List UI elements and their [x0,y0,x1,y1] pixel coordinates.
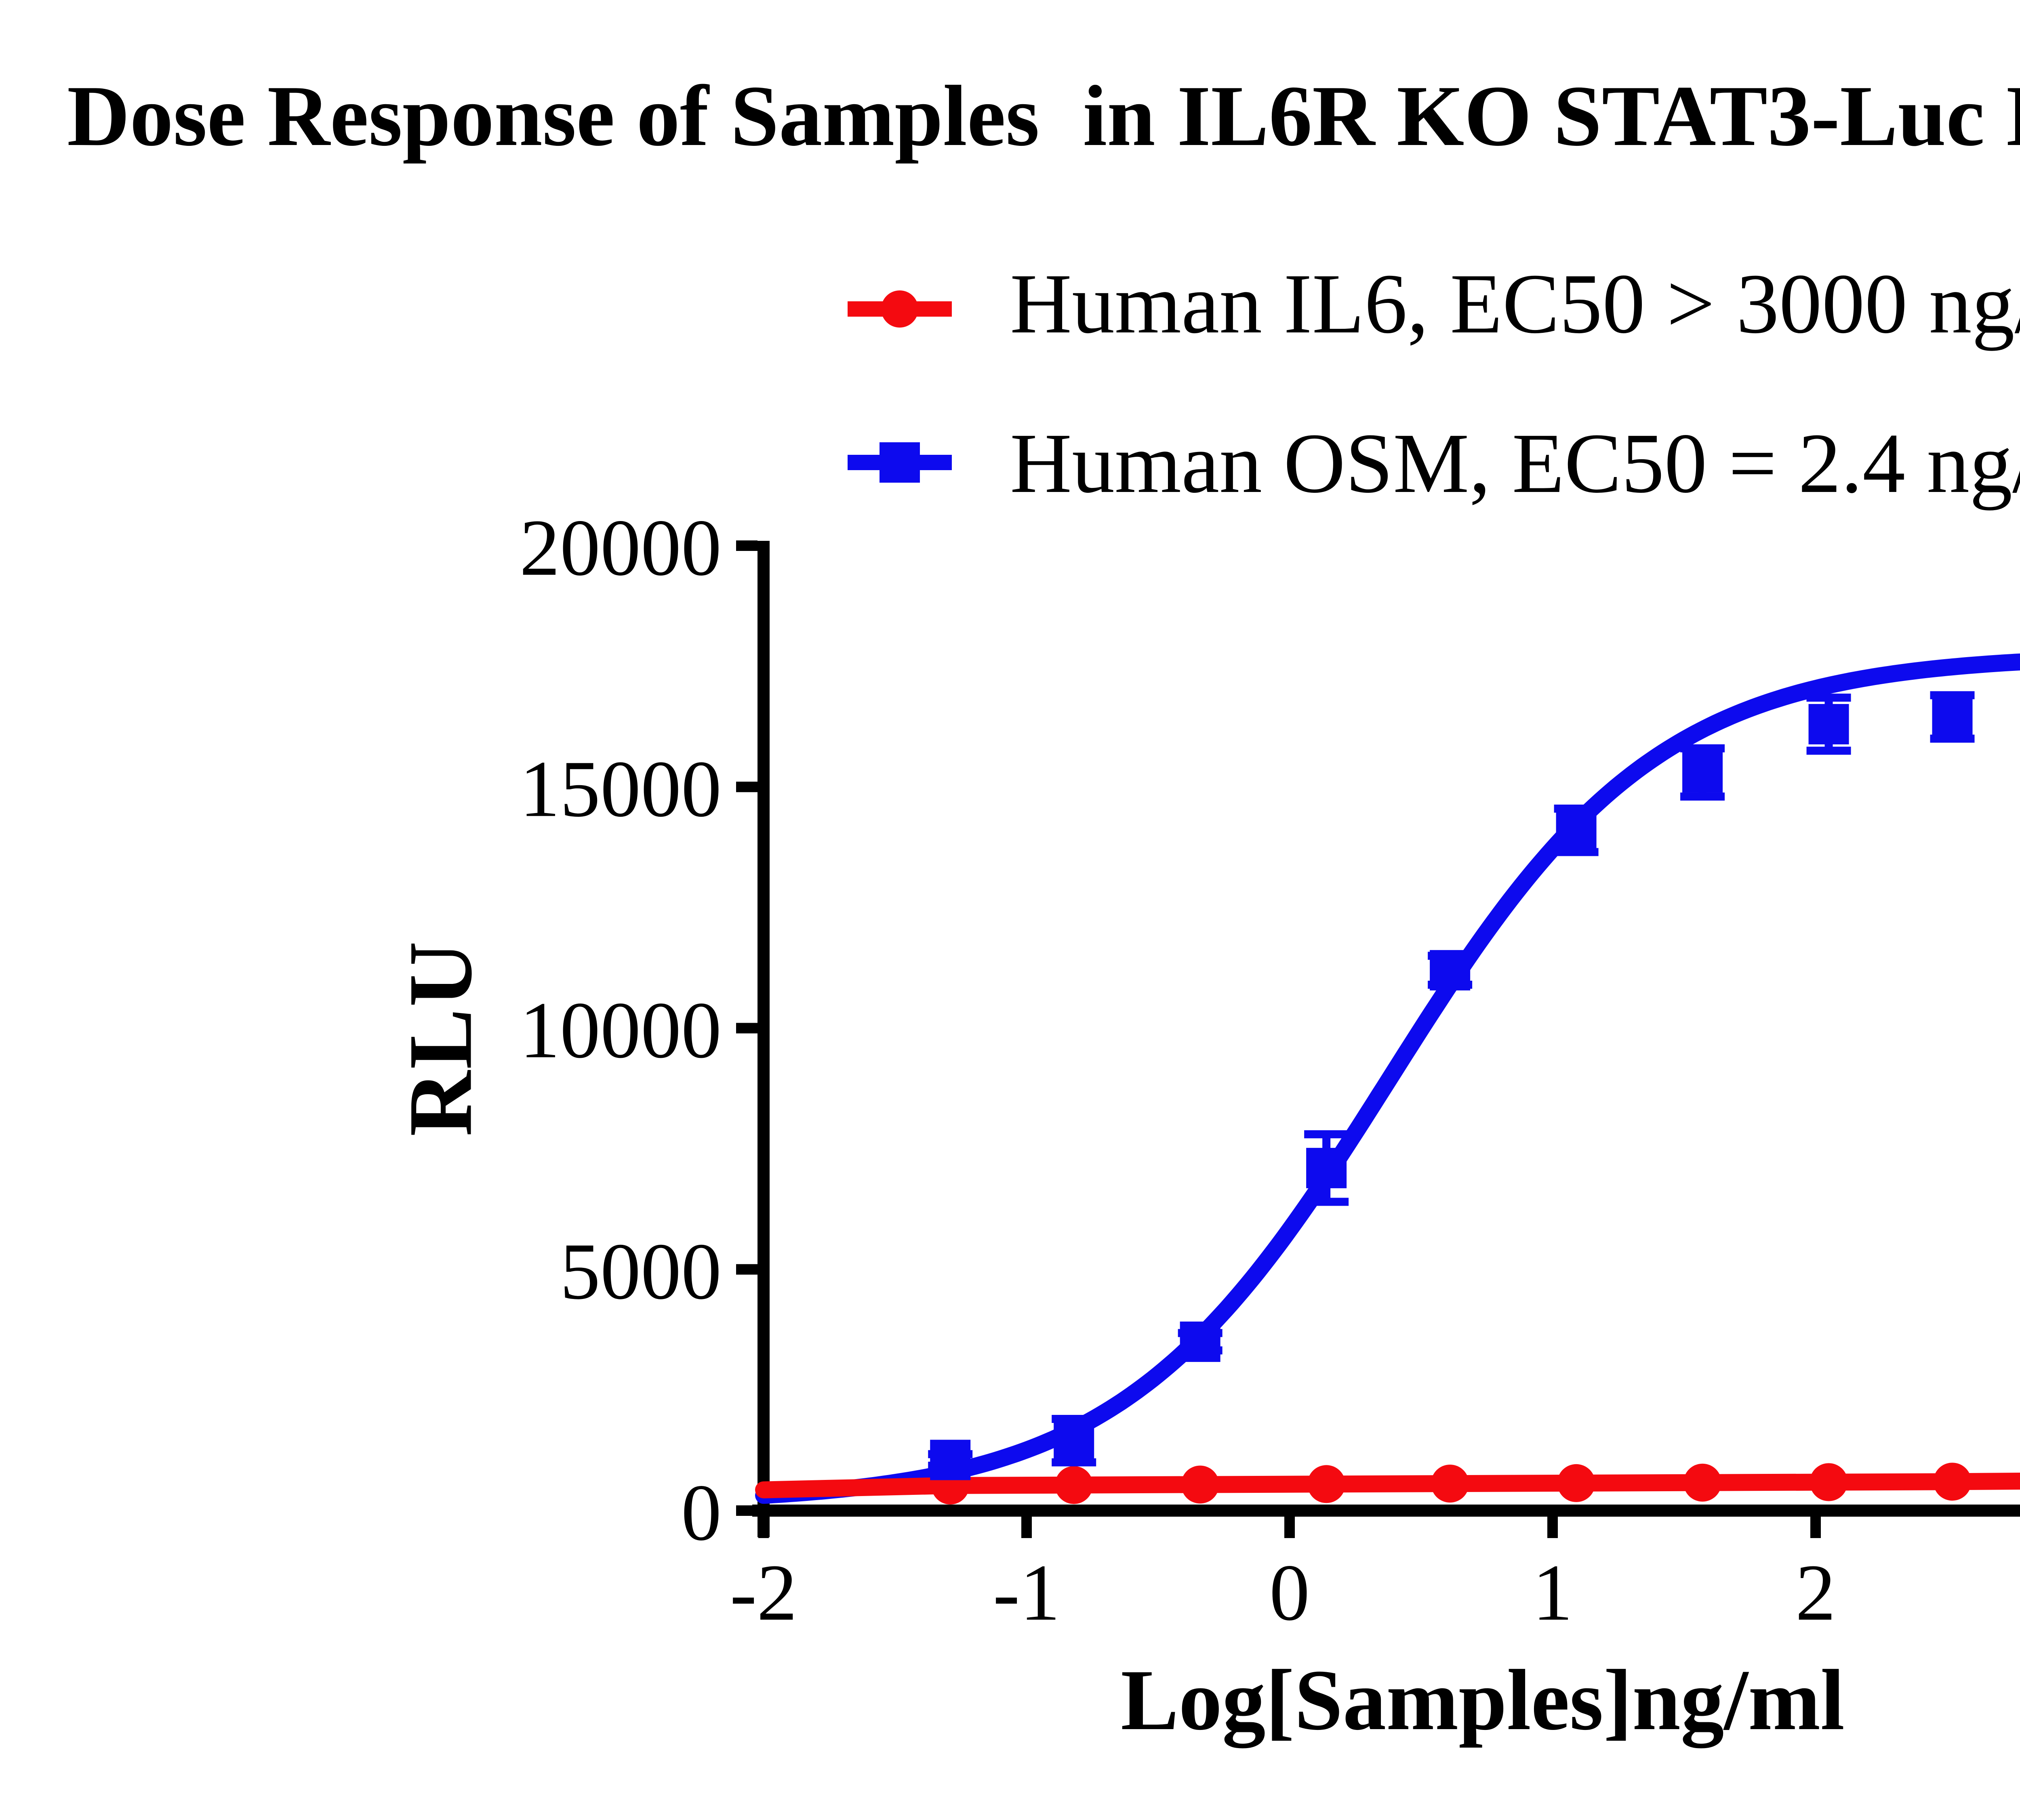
y-tick-label: 20000 [520,503,722,593]
chart-title: Dose Response of Samples in IL6R KO STAT… [67,67,2020,164]
osm-data-point [1180,1321,1220,1362]
osm-legend-square-icon [880,442,920,483]
x-tick-label: -1 [993,1548,1060,1637]
legend-marker-il6 [848,290,952,328]
x-tick-label: 1 [1532,1548,1573,1637]
osm-data-point [930,1440,971,1480]
legend-label-il6: Human IL6, EC50 > 3000 ng/ml [1010,256,2020,351]
il6-data-point [1557,1464,1595,1502]
osm-data-point [1932,697,1973,738]
il6-data-point [1933,1463,1972,1501]
legend-label-osm: Human OSM, EC50 = 2.4 ng/ml [1010,416,2020,511]
x-tick-label: -2 [730,1548,797,1637]
x-tick-label: 0 [1269,1548,1310,1637]
il6-data-point [1181,1465,1219,1504]
osm-series [928,691,1975,1480]
y-tick-label: 5000 [560,1227,722,1316]
x-axis-title: Log[Samples]ng/ml [1121,1652,1845,1748]
y-axis-title: RLU [389,939,491,1137]
osm-data-point [1054,1420,1094,1461]
y-tick-label: 10000 [520,986,722,1075]
osm-data-point [1556,810,1597,851]
il6-data-point [1307,1465,1346,1503]
osm-data-point [1808,704,1849,744]
legend-marker-osm [848,442,952,483]
x-tick-label: 2 [1795,1548,1836,1637]
il6-data-point [1683,1463,1722,1502]
y-tick-label: 0 [681,1468,722,1557]
osm-data-point [1682,752,1723,793]
osm-fit-curve [755,653,2020,1504]
osm-data-point [1306,1147,1347,1188]
il6-data-point [1431,1465,1469,1503]
il6-legend-circle-icon [881,290,918,328]
osm-data-point [1430,950,1471,991]
il6-data-point [1055,1466,1093,1504]
axes: -2-1012305000100001500020000 [520,503,2020,1637]
y-tick-label: 15000 [520,744,722,834]
il6-data-point [1810,1463,1848,1501]
